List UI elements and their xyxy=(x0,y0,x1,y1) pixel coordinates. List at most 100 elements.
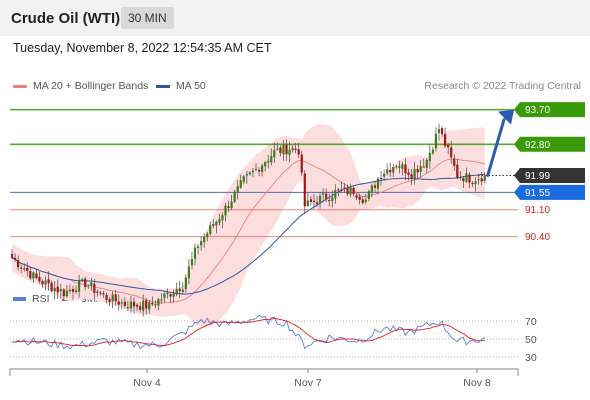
timestamp: Tuesday, November 8, 2022 12:54:35 AM CE… xyxy=(13,41,272,55)
candle-body xyxy=(318,195,322,203)
candle-body xyxy=(35,273,38,279)
candle-body xyxy=(270,156,273,163)
candle-body xyxy=(398,166,401,168)
candle-body xyxy=(200,241,203,246)
candle-body xyxy=(145,300,148,309)
candle-body xyxy=(456,164,459,178)
candle-body xyxy=(337,189,340,191)
candle-body xyxy=(114,294,117,302)
candle-body xyxy=(129,301,133,309)
candle-body xyxy=(480,178,483,182)
candle-body xyxy=(160,299,163,301)
candle-body xyxy=(450,147,453,158)
candle-body xyxy=(291,147,294,151)
candle-body xyxy=(440,128,444,135)
candle-body xyxy=(32,272,35,279)
candle-body xyxy=(87,285,90,287)
candle-body xyxy=(178,288,181,292)
candle-body xyxy=(282,144,285,155)
candle-body xyxy=(352,187,355,195)
candle-body xyxy=(431,149,434,154)
legend-ma50: MA 50 xyxy=(156,80,206,92)
interval-badge[interactable]: 30 MIN xyxy=(121,7,174,29)
candle-body xyxy=(56,286,59,293)
candle-body xyxy=(53,288,56,292)
price-tag-93.70: 93.70 xyxy=(514,102,585,118)
candle-body xyxy=(343,187,346,189)
rsi-line xyxy=(11,314,486,350)
candle-body xyxy=(209,225,212,234)
price-tag-92.80: 92.80 xyxy=(514,136,585,152)
candle-body xyxy=(459,177,462,179)
ma20-swatch xyxy=(13,84,27,88)
candle-body xyxy=(471,183,474,185)
projection-arrow-head xyxy=(498,109,514,125)
legend-ma20-bb: MA 20 + Bollinger Bands xyxy=(13,80,148,92)
candle-body xyxy=(90,282,93,286)
candle-body xyxy=(386,169,389,174)
rsi-swatch xyxy=(13,297,26,302)
candle-body xyxy=(373,185,377,188)
candle-body xyxy=(334,190,337,199)
candle-body xyxy=(23,268,26,270)
candle-body xyxy=(309,199,312,203)
candle-body xyxy=(273,149,276,158)
candle-body xyxy=(254,168,258,170)
rsi-tick-label: 30 xyxy=(525,352,537,364)
candle-body xyxy=(172,293,175,297)
candle-body xyxy=(251,170,255,173)
bollinger-band xyxy=(12,124,485,328)
candle-body xyxy=(416,169,419,173)
candle-body xyxy=(300,154,303,173)
price-tag-91.55: 91.55 xyxy=(514,184,585,200)
candle-body xyxy=(468,174,471,183)
candle-body xyxy=(123,301,126,306)
price-tag-91.10: 91.10 xyxy=(525,205,550,216)
candle-body xyxy=(169,294,172,297)
candle-body xyxy=(294,148,297,151)
candle-body xyxy=(465,173,468,182)
candle-body xyxy=(474,181,477,185)
candle-body xyxy=(157,299,160,306)
price-tag-bg xyxy=(514,136,585,152)
candle-body xyxy=(236,186,239,193)
candle-body xyxy=(71,289,75,292)
price-tag-90.40: 90.40 xyxy=(525,232,550,243)
candle-body xyxy=(447,144,450,148)
candle-body xyxy=(395,166,398,168)
candle-body xyxy=(383,173,386,177)
candle-body xyxy=(65,290,68,297)
candle-body xyxy=(233,191,236,202)
candle-body xyxy=(111,294,114,302)
candle-body xyxy=(331,197,334,201)
candle-body xyxy=(44,280,47,285)
candle-body xyxy=(404,164,407,174)
candle-body xyxy=(239,180,242,188)
candle-body xyxy=(120,302,123,304)
price-tag-bg xyxy=(514,184,585,200)
candle-body xyxy=(181,289,184,292)
candle-body xyxy=(74,290,78,292)
candle-body xyxy=(20,267,23,269)
candle-body xyxy=(148,301,151,310)
candle-body xyxy=(261,165,264,172)
candle-body xyxy=(81,279,84,281)
candle-body xyxy=(245,174,248,176)
candle-body xyxy=(163,293,166,298)
candle-body xyxy=(242,176,245,182)
candle-body xyxy=(62,289,65,297)
price-tag-label: 91.99 xyxy=(525,171,550,182)
legend-ma20-label: MA 20 + Bollinger Bands xyxy=(33,80,149,92)
candle-body xyxy=(184,277,187,289)
candle-body xyxy=(227,206,230,208)
candle-body xyxy=(29,270,32,279)
candle-body xyxy=(346,188,349,195)
candle-body xyxy=(248,172,251,175)
candle-body xyxy=(102,293,105,295)
candle-body xyxy=(349,187,352,195)
candle-body xyxy=(401,164,404,169)
candle-body xyxy=(99,292,102,294)
candle-body xyxy=(288,149,291,155)
candle-body xyxy=(413,169,416,179)
